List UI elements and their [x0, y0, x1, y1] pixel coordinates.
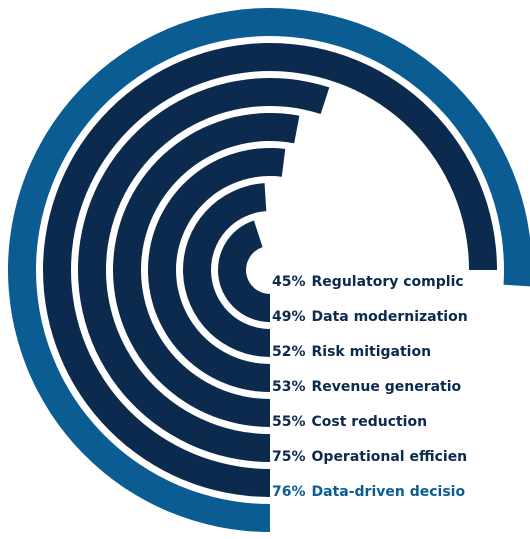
value-label: 76%	[272, 484, 306, 500]
radial-bar	[218, 220, 270, 322]
category-label: Operational efficien	[312, 449, 468, 465]
value-label: 75%	[272, 449, 306, 465]
radial-bar	[112, 112, 300, 428]
value-label: 52%	[272, 344, 306, 360]
category-label: Regulatory complic	[312, 274, 464, 290]
category-label: Data modernization	[312, 309, 468, 325]
value-label: 55%	[272, 414, 306, 430]
value-label: 49%	[272, 309, 306, 325]
category-label: Cost reduction	[312, 414, 428, 430]
value-label: 45%	[272, 274, 306, 290]
category-label: Revenue generatio	[312, 379, 462, 395]
radial-bar	[182, 183, 270, 357]
category-label: Risk mitigation	[312, 344, 432, 360]
value-label: 53%	[272, 379, 306, 395]
category-label: Data-driven decisio	[312, 484, 466, 500]
radial-bar	[147, 147, 286, 392]
radial-bar	[43, 43, 497, 497]
